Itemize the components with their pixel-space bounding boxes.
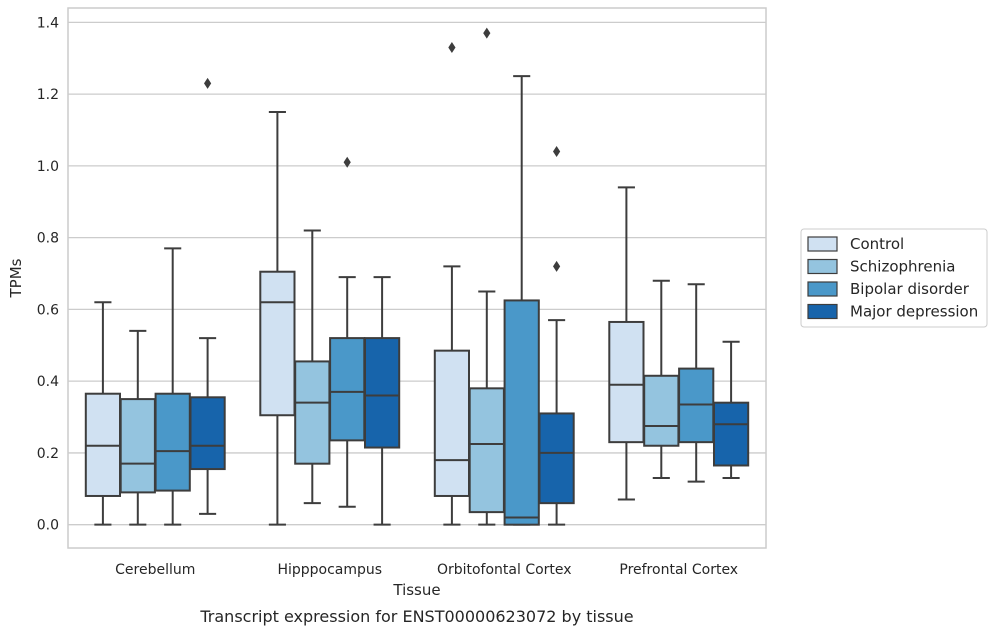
box-iqr	[119, 398, 156, 494]
box-group	[259, 111, 296, 526]
y-tick-label: 0.0	[37, 518, 59, 534]
outlier-point	[448, 41, 456, 53]
x-tick-label: Orbitofontal Cortex	[437, 562, 572, 578]
y-tick-label: 0.6	[37, 302, 59, 318]
box-group	[503, 75, 540, 526]
box-group	[678, 283, 715, 483]
box-group	[84, 301, 122, 526]
box-iqr	[538, 412, 575, 505]
box-group	[329, 156, 366, 508]
x-axis-label: Tissue	[392, 581, 440, 599]
box-group	[538, 146, 575, 526]
legend-swatch	[807, 236, 838, 252]
x-tick-label: Prefrontal Cortex	[619, 562, 738, 578]
legend-frame	[800, 228, 988, 328]
y-tick-label: 0.4	[37, 374, 59, 390]
y-tick-label: 0.2	[37, 446, 59, 462]
box-iqr	[608, 320, 645, 444]
chart-caption: Transcript expression for ENST0000062307…	[199, 607, 633, 626]
box-iqr	[329, 337, 366, 442]
legend-label: Major depression	[850, 303, 978, 321]
x-tick-label: Cerebellum	[115, 562, 195, 578]
box-group	[363, 276, 401, 526]
legend-swatch	[807, 258, 838, 275]
box-iqr	[712, 401, 750, 467]
box-iqr	[363, 337, 401, 449]
y-axis-ticks: 0.0 0.2 0.4 0.6 0.8 1.0 1.2 1.4	[37, 15, 59, 533]
box-iqr	[643, 374, 680, 447]
box-group	[189, 77, 226, 515]
box-group	[433, 41, 471, 526]
legend-swatch	[807, 281, 838, 297]
legend-label: Schizophrenia	[850, 258, 955, 276]
outlier-point	[483, 27, 491, 39]
y-axis-label: TPMs	[7, 258, 25, 298]
box-group	[712, 340, 750, 480]
outlier-point	[204, 77, 212, 89]
box-group	[154, 247, 191, 526]
box-iqr	[468, 387, 505, 514]
y-tick-label: 1.0	[37, 159, 59, 175]
box-iqr	[154, 392, 191, 492]
boxes-layer	[84, 27, 750, 526]
box-group	[643, 279, 680, 480]
legend-swatch	[807, 303, 838, 320]
box-group	[608, 186, 645, 501]
legend-label: Bipolar disorder	[850, 280, 970, 298]
box-iqr	[433, 349, 471, 497]
box-iqr	[503, 299, 540, 526]
y-tick-label: 0.8	[37, 231, 59, 247]
outlier-point	[553, 146, 561, 158]
box-iqr	[189, 396, 226, 471]
box-group	[119, 329, 156, 526]
y-tick-label: 1.2	[37, 87, 59, 103]
outlier-point	[553, 260, 561, 272]
y-tick-label: 1.4	[37, 15, 59, 31]
x-axis-ticks: Cerebellum Hipppocampus Orbitofontal Corte…	[115, 562, 738, 578]
box-group	[294, 229, 331, 505]
box-iqr	[259, 270, 296, 417]
legend-label: Control	[850, 235, 904, 253]
plot-area	[67, 7, 767, 549]
box-iqr	[294, 360, 331, 465]
x-tick-label: Hipppocampus	[277, 562, 382, 578]
outlier-point	[343, 156, 351, 168]
box-group	[468, 27, 505, 526]
legend: Control Schizophrenia Bipolar disorder Majo…	[800, 228, 988, 328]
